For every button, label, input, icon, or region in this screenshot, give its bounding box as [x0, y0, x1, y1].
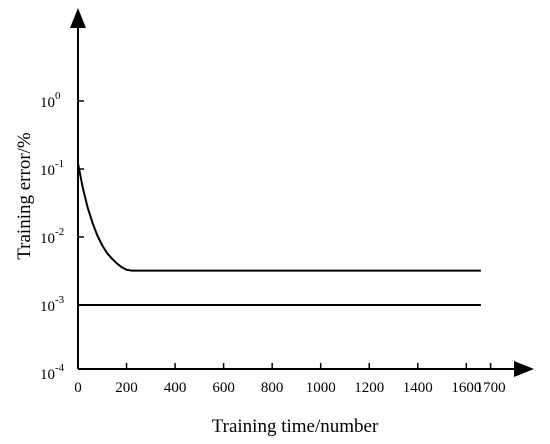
x-tick-label: 200 [115, 380, 138, 396]
series-line-1 [77, 163, 481, 272]
y-tick-label: 10-4 [40, 362, 65, 383]
y-tick-label: 10-2 [40, 226, 64, 247]
x-axis-title: Training time/number [212, 416, 379, 437]
x-tick-label: 1000 [306, 380, 336, 396]
x-tick-label: 1200 [354, 380, 384, 396]
x-tick-label: 0 [74, 380, 82, 396]
x-tick-label: 600 [212, 380, 235, 396]
y-tick-label: 100 [40, 90, 61, 111]
x-tick-label: 1400 [403, 380, 433, 396]
x-tick-label: 1600 [451, 380, 481, 396]
series [77, 163, 481, 306]
x-axis-arrow [514, 361, 534, 377]
x-tick-label: 400 [164, 380, 187, 396]
x-tick-label: 800 [261, 380, 284, 396]
y-axis-arrow [70, 8, 86, 28]
y-tick-label: 10-1 [40, 158, 64, 179]
y-tick-label: 10-3 [40, 294, 65, 315]
axes [70, 8, 534, 377]
x-tick-label: 1700 [476, 380, 506, 396]
y-axis-title: Training error/% [14, 132, 35, 260]
